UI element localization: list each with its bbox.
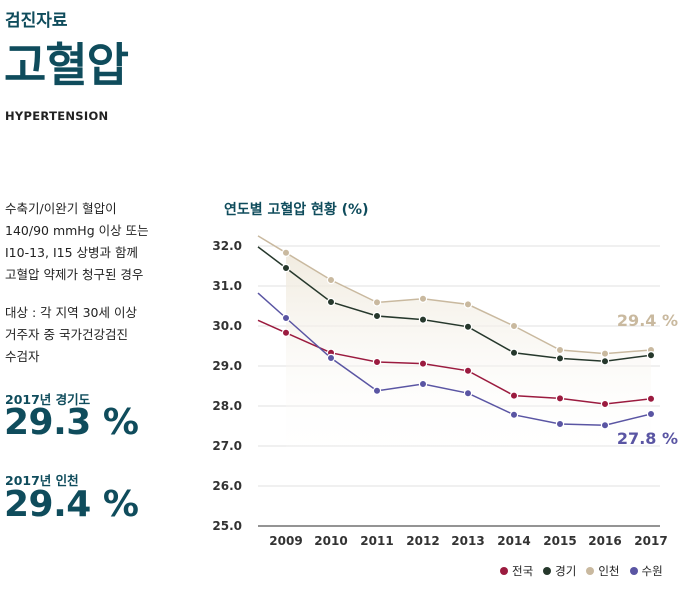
stat-value-incheon: 29.4 % <box>4 484 139 525</box>
data-point <box>326 297 336 307</box>
data-point <box>555 419 565 429</box>
legend-dot <box>543 567 552 575</box>
target-line: 거주자 중 국가건강검진 <box>5 327 128 342</box>
definition-line: 140/90 mmHg 이상 또는 <box>5 223 149 238</box>
data-point <box>509 410 519 419</box>
x-tick-label: 2009 <box>269 534 302 548</box>
x-tick-label: 2014 <box>497 534 530 548</box>
data-point <box>509 321 519 331</box>
data-point <box>418 315 428 324</box>
data-point <box>281 248 291 257</box>
y-tick-label: 25.0 <box>212 519 242 533</box>
data-point <box>646 351 656 360</box>
chart-legend: 전국 경기 인천 수원 <box>500 563 663 579</box>
page-title: 고혈압 <box>4 38 129 92</box>
y-tick-label: 26.0 <box>212 479 242 493</box>
data-point <box>418 379 428 389</box>
target-line: 수검자 <box>5 349 40 364</box>
data-point <box>509 391 519 400</box>
data-point <box>463 366 473 375</box>
y-tick-label: 27.0 <box>212 439 242 453</box>
data-point <box>646 409 656 419</box>
y-tick-label: 32.0 <box>212 239 242 253</box>
data-point <box>372 311 382 321</box>
stat-label-gyeonggi: 2017년 경기도 <box>5 392 91 407</box>
y-tick-label: 29.0 <box>212 359 242 373</box>
x-tick-label: 2016 <box>588 534 621 548</box>
definition-line: I10-13, I15 상병과 함께 <box>5 245 138 260</box>
definition-line: 수축기/이완기 혈압이 <box>5 201 117 216</box>
data-point <box>281 263 291 273</box>
legend-label: 전국 <box>512 564 534 578</box>
data-point <box>326 353 336 363</box>
x-tick-label: 2015 <box>543 534 576 548</box>
data-point <box>281 313 291 323</box>
data-point <box>372 386 382 395</box>
y-tick-label: 30.0 <box>212 319 242 333</box>
series-line-2 <box>257 246 652 362</box>
data-point <box>555 394 565 403</box>
data-point <box>418 359 428 368</box>
legend-dot <box>586 567 595 575</box>
chart-title: 연도별 고혈압 현황 (%) <box>224 202 369 218</box>
data-point <box>372 298 382 307</box>
data-point <box>463 322 473 331</box>
data-point <box>555 354 565 363</box>
legend-label: 수원 <box>641 564 663 578</box>
stat-value-gyeonggi: 29.3 % <box>4 402 139 443</box>
data-point <box>600 421 610 430</box>
legend-dot <box>629 567 638 575</box>
data-point <box>555 345 565 355</box>
section-label: 검진자료 <box>5 11 68 31</box>
target-text: 대상 : 각 지역 30세 이상 거주자 중 국가건강검진 수검자 <box>5 302 185 368</box>
data-point <box>372 357 382 367</box>
page-subtitle: HYPERTENSION <box>5 109 109 123</box>
series-line-3 <box>257 235 652 355</box>
data-point <box>600 399 610 409</box>
data-point <box>600 349 610 358</box>
data-point <box>326 275 336 285</box>
stat-label-incheon: 2017년 인천 <box>5 473 79 488</box>
definition-text: 수축기/이완기 혈압이 140/90 mmHg 이상 또는 I10-13, I1… <box>5 198 185 286</box>
data-point <box>646 394 656 403</box>
target-line: 대상 : 각 지역 30세 이상 <box>5 305 137 320</box>
data-point <box>509 348 519 357</box>
data-point <box>463 300 473 309</box>
y-tick-label: 31.0 <box>212 279 242 293</box>
legend-item: 경기 <box>543 563 576 579</box>
legend-item: 인천 <box>586 563 620 579</box>
x-tick-label: 2013 <box>451 534 484 548</box>
legend-dot <box>500 567 508 575</box>
series-line-4 <box>257 292 652 426</box>
x-tick-label: 2017 <box>634 534 667 548</box>
annotation-label: 27.8 % <box>617 429 678 448</box>
data-point <box>600 357 610 366</box>
data-point <box>281 328 291 337</box>
data-point <box>463 389 473 398</box>
legend-item: 수원 <box>629 563 663 579</box>
x-tick-label: 2012 <box>406 534 439 548</box>
legend-item: 전국 <box>500 563 533 579</box>
legend-label: 경기 <box>555 564 577 578</box>
x-tick-label: 2010 <box>314 534 347 548</box>
legend-label: 인천 <box>598 564 620 578</box>
series-line-1 <box>257 319 652 405</box>
data-point <box>418 294 428 303</box>
definition-line: 고혈압 약제가 청구된 경우 <box>5 267 144 282</box>
annotation-label: 29.4 % <box>617 311 678 330</box>
x-tick-label: 2011 <box>360 534 393 548</box>
y-tick-label: 28.0 <box>212 399 242 413</box>
